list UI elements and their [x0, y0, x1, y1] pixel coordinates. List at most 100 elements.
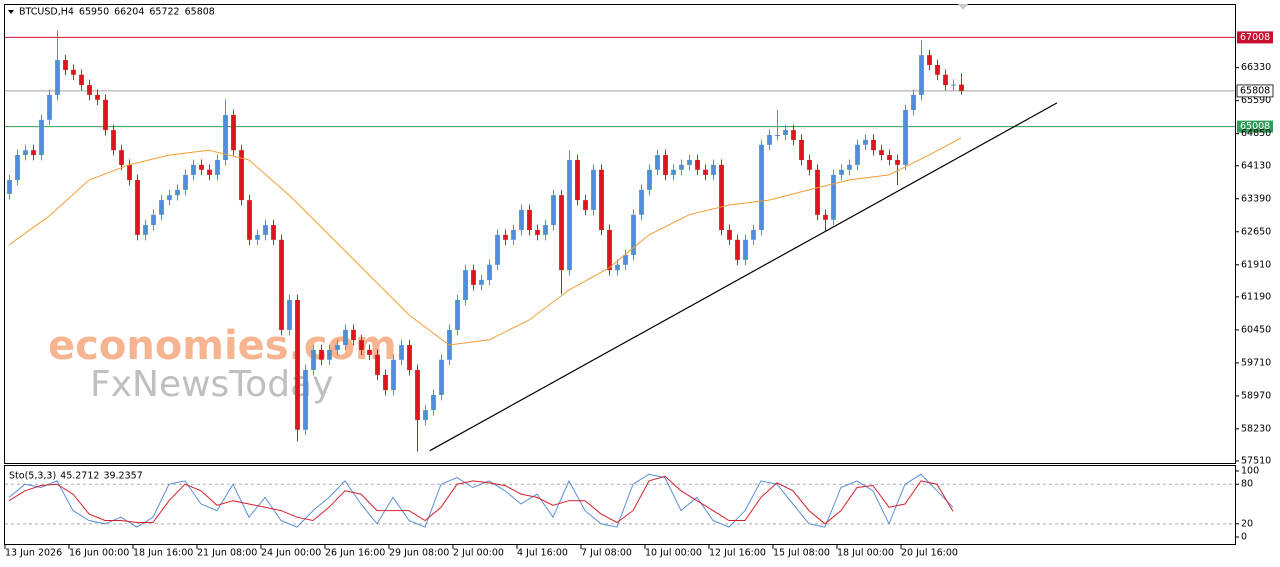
candle-body	[63, 60, 68, 70]
candle-body	[575, 159, 580, 201]
candle-body	[703, 169, 708, 175]
x-tick-label: 24 Jun 00:00	[261, 548, 321, 559]
candle-body	[271, 225, 276, 240]
overlays	[8, 102, 1058, 452]
y-tick-label: 66330	[1241, 62, 1271, 73]
candle-body	[679, 164, 684, 170]
candle-body	[231, 114, 236, 151]
shift-marker	[958, 4, 968, 10]
candle-body	[215, 159, 220, 175]
candle-body	[223, 114, 228, 160]
stoch-label: Sto(5,3,3)	[9, 471, 56, 482]
y-tick-label: 65590	[1241, 95, 1271, 106]
y-tick-label: 57510	[1241, 455, 1271, 466]
candle-body	[15, 155, 20, 181]
stoch-signal-value: 39.2357	[103, 471, 142, 482]
candle-body	[847, 164, 852, 170]
candle-body	[687, 159, 692, 165]
candle-body	[279, 239, 284, 330]
candle-body	[759, 144, 764, 230]
header: BTCUSD,H4 65950 66204 65722 65808	[8, 7, 215, 18]
candle-body	[871, 139, 876, 151]
candle-body	[183, 174, 188, 190]
candle-body	[719, 164, 724, 230]
candle-body	[751, 229, 756, 240]
candle-body	[599, 169, 604, 230]
candle-body	[543, 225, 548, 235]
header-close: 65808	[185, 7, 215, 18]
candle-body	[607, 229, 612, 271]
candle-body	[87, 85, 92, 95]
candle-body	[263, 225, 268, 235]
x-tick-label: 21 Jun 08:00	[197, 548, 257, 559]
header-arrow	[8, 10, 14, 14]
y-tick-label: 61190	[1241, 291, 1271, 302]
symbol: BTCUSD,H4	[19, 7, 74, 18]
candle-body	[135, 180, 140, 235]
candle-body	[111, 130, 116, 151]
y-tick-label: 64850	[1241, 128, 1271, 139]
candle-body	[23, 150, 28, 156]
y-tick-label: 60450	[1241, 324, 1271, 335]
candle-body	[775, 134, 780, 136]
candle-body	[591, 169, 596, 210]
stoch-tick-label: 80	[1241, 479, 1253, 490]
candle-body	[583, 200, 588, 210]
candle-body	[327, 349, 332, 360]
candle-body	[927, 55, 932, 65]
candle-body	[423, 410, 428, 420]
candles	[7, 30, 964, 452]
candle-body	[951, 84, 956, 86]
candle-body	[391, 359, 396, 391]
y-tick-label: 64130	[1241, 160, 1271, 171]
level-label: 65008	[1240, 121, 1270, 132]
candle-body	[359, 340, 364, 350]
candle-body	[663, 155, 668, 175]
candle-body	[479, 279, 484, 285]
stochastic-panel	[4, 465, 1236, 545]
level-label-box	[1237, 31, 1273, 44]
candle-body	[783, 130, 788, 135]
level-label: 67008	[1240, 32, 1270, 43]
candle-body	[7, 180, 12, 194]
candle-body	[799, 139, 804, 160]
candle-body	[911, 94, 916, 111]
level-label-box	[1237, 120, 1273, 133]
candle-body	[567, 159, 572, 271]
x-tick-label: 4 Jul 16:00	[517, 548, 568, 559]
stoch-signal	[8, 475, 954, 525]
candle-body	[527, 209, 532, 230]
candle-body	[367, 349, 372, 355]
candle-body	[895, 159, 900, 165]
candle-body	[79, 74, 84, 86]
candle-body	[343, 329, 348, 346]
candle-body	[287, 300, 292, 330]
x-tick-label: 15 Jul 08:00	[773, 548, 830, 559]
trend-line	[429, 102, 1058, 452]
candle-body	[31, 150, 36, 156]
candle-body	[471, 270, 476, 285]
y-tick-label: 61910	[1241, 259, 1271, 270]
candle-body	[559, 195, 564, 271]
candle-body	[671, 169, 676, 175]
x-tick-label: 18 Jul 00:00	[837, 548, 894, 559]
candle-body	[159, 200, 164, 215]
candle-body	[319, 349, 324, 360]
candle-body	[415, 370, 420, 420]
candle-body	[903, 110, 908, 165]
header-high: 66204	[114, 7, 144, 18]
candle-body	[959, 84, 964, 91]
candle-body	[311, 349, 316, 371]
main-panel	[4, 4, 1236, 464]
header-low: 65722	[149, 7, 179, 18]
y-tick-label: 58230	[1241, 423, 1271, 434]
watermark-sub: FxNewsToday	[90, 364, 333, 405]
candle-body	[199, 164, 204, 170]
candle-body	[551, 195, 556, 226]
candle-body	[55, 60, 60, 95]
candle-body	[831, 174, 836, 220]
candle-body	[823, 214, 828, 220]
candle-body	[767, 134, 772, 145]
candle-body	[639, 189, 644, 215]
candle-body	[655, 155, 660, 170]
